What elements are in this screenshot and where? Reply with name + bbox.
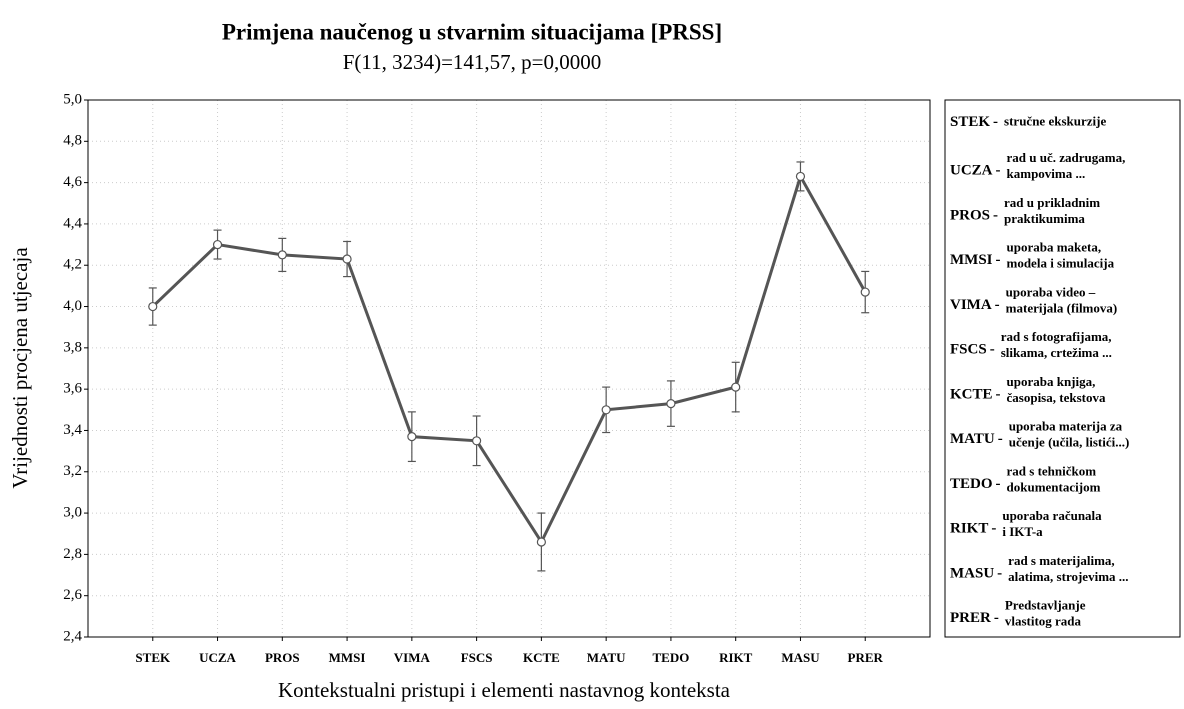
legend-code: RIKT	[950, 521, 988, 537]
point	[472, 436, 482, 446]
line	[151, 172, 867, 546]
legend-code: PROS	[950, 207, 990, 223]
x-tick-label: PRER	[848, 650, 884, 665]
legend-description: uporaba knjiga,	[1007, 374, 1096, 389]
y-tick-label: 3,4	[63, 422, 82, 438]
legend-dash: -	[996, 163, 1001, 179]
x-tick-label: VIMA	[394, 650, 431, 665]
legend-code: PRER	[950, 610, 991, 626]
legend-dash: -	[996, 252, 1001, 268]
legend-description: alatima, strojevima ...	[1008, 569, 1128, 584]
legend-code: UCZA	[950, 163, 993, 179]
x-tick-label: PROS	[265, 650, 300, 665]
point	[795, 171, 806, 182]
legend-description: rad u prikladnim	[1004, 195, 1100, 210]
legend-description: i IKT-a	[1002, 524, 1043, 539]
x-tick-label: RIKT	[719, 650, 753, 665]
legend-dash: -	[994, 610, 999, 626]
x-tick-label: MATU	[587, 650, 626, 665]
plot-frame	[87, 99, 931, 638]
y-tick-label: 2,8	[63, 546, 82, 562]
legend-code: MASU	[950, 565, 994, 581]
point	[277, 250, 287, 260]
legend-description: slikama, crtežima ...	[1001, 345, 1112, 360]
legend-description: rad u uč. zadrugama,	[1007, 150, 1126, 165]
x-tick-label: UCZA	[199, 650, 236, 665]
legend-dash: -	[993, 114, 998, 130]
legend-dash: -	[997, 565, 1002, 581]
legend-description: vlastitog rada	[1005, 614, 1082, 629]
point	[407, 432, 417, 442]
legend-description: modela i simulacija	[1007, 256, 1115, 271]
legend-description: kampovima ...	[1007, 166, 1086, 181]
y-tick-label: 4,8	[63, 133, 82, 149]
legend-box	[944, 99, 1181, 638]
x-tick-label: KCTE	[523, 650, 560, 665]
point	[666, 399, 676, 409]
legend-dash: -	[995, 297, 1000, 313]
legend-description: učenje (učila, listići...)	[1009, 435, 1130, 450]
legend-code: STEK	[950, 114, 990, 130]
legend-code: FSCS	[950, 342, 987, 358]
x-tick-label: STEK	[135, 650, 171, 665]
legend-description: stručne ekskurzije	[1004, 113, 1106, 128]
y-tick-label: 4,6	[63, 174, 82, 190]
point	[601, 405, 611, 415]
y-tick-label: 2,4	[63, 628, 82, 644]
point	[731, 382, 741, 392]
x-tick-label: MMSI	[329, 650, 366, 665]
legend-code: TEDO	[950, 476, 993, 492]
legend-description: rad s materijalima,	[1008, 553, 1115, 568]
legend-description: uporaba računala	[1002, 508, 1102, 523]
point	[342, 254, 352, 264]
legend-description: rad s fotografijama,	[1001, 329, 1112, 344]
y-tick-label: 3,8	[63, 339, 82, 355]
legend-description: uporaba materija za	[1009, 419, 1123, 434]
legend-dash: -	[991, 521, 996, 537]
y-tick-label: 2,6	[63, 587, 82, 603]
legend-description: rad s tehničkom	[1007, 463, 1097, 478]
point	[148, 301, 158, 312]
x-axis-label: Kontekstualni pristupi i elementi nastav…	[278, 678, 731, 702]
y-tick-label: 5,0	[63, 91, 82, 107]
legend-code: VIMA	[950, 297, 992, 313]
y-axis-label: Vrijednosti procjena utjecaja	[8, 247, 32, 489]
chart-subtitle: F(11, 3234)=141,57, p=0,0000	[343, 50, 602, 74]
legend-dash: -	[996, 386, 1001, 402]
legend-dash: -	[998, 431, 1003, 447]
legend-description: dokumentacijom	[1007, 479, 1101, 494]
legend-description: časopisa, tekstova	[1007, 390, 1106, 405]
legend-code: MATU	[950, 431, 995, 447]
legend-description: uporaba video –	[1006, 284, 1096, 299]
legend-code: KCTE	[950, 386, 993, 402]
y-tick-label: 3,6	[63, 381, 82, 397]
chart-title: Primjena naučenog u stvarnim situacijama…	[222, 19, 722, 44]
y-tick-label: 3,0	[63, 505, 82, 521]
point	[212, 239, 223, 250]
legend-code: MMSI	[950, 252, 993, 268]
y-tick-label: 4,4	[63, 215, 82, 231]
x-tick-label: FSCS	[461, 650, 493, 665]
x-tick-label: TEDO	[653, 650, 690, 665]
legend-dash: -	[996, 476, 1001, 492]
x-tick-label: MASU	[781, 650, 820, 665]
legend-dash: -	[990, 342, 995, 358]
legend-description: uporaba maketa,	[1007, 240, 1102, 255]
y-tick-label: 4,2	[63, 257, 82, 273]
point	[860, 287, 870, 297]
legend-dash: -	[993, 207, 998, 223]
point	[536, 537, 546, 547]
y-tick-label: 3,2	[63, 463, 82, 479]
legend-description: Predstavljanje	[1005, 598, 1086, 613]
legend-description: praktikumima	[1004, 211, 1085, 226]
y-tick-label: 4,0	[63, 298, 82, 314]
legend-description: materijala (filmova)	[1006, 300, 1118, 315]
